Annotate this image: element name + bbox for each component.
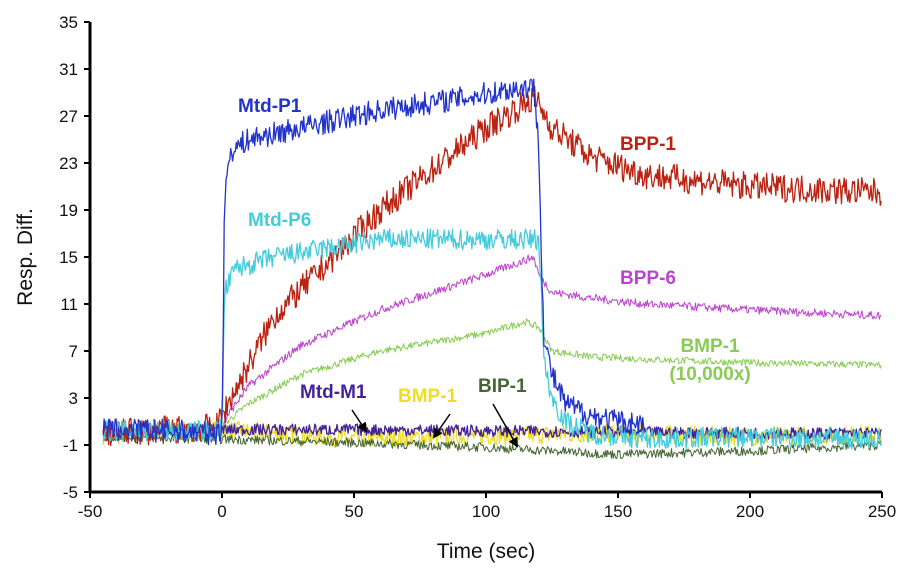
x-tick-label: 250 [868,502,896,521]
series-labels: Mtd-P1 BPP-1 Mtd-P6 BPP-6 BMP-1 (10,000x) Mtd-… [238,96,751,448]
series-label-6: BMP-1 [398,386,458,407]
series-label-7: BIP-1 [478,376,527,397]
series-label-3: BPP-6 [620,268,676,289]
series-label-2: Mtd-P6 [248,210,311,231]
y-tick-label: 27 [59,107,78,126]
y-tick-label: 19 [59,201,78,220]
series-label-0: Mtd-P1 [238,96,302,117]
series-label-4: BMP-1 (10,000x) [669,336,750,385]
series-arrow-6 [432,413,451,439]
series-line-0 [102,78,645,446]
series-arrow-7 [492,403,518,448]
y-tick-label: 15 [59,248,78,267]
x-axis-title: Time (sec) [437,540,535,563]
y-tick-label: -1 [63,436,78,455]
axes: -50 0 50 100 150 200 250 -5 -1 3 7 11 15 19 23 27 31 35 [59,13,896,521]
y-axis-title: Resp. Diff. [14,208,37,306]
x-tick-label: 150 [604,502,632,521]
x-tick-label: 100 [472,502,500,521]
series-label-1: BPP-1 [620,134,676,155]
series-line-7 [102,432,882,459]
x-tick-label: 50 [345,502,364,521]
y-tick-label: 35 [59,13,78,32]
y-tick-label: -5 [63,483,78,502]
y-tick-label: 7 [69,342,78,361]
y-tick-label: 31 [59,60,78,79]
y-tick-label: 3 [69,389,78,408]
series-arrow-5 [351,409,368,433]
series-lines [102,78,882,459]
series-line-4 [102,318,882,438]
series-line-1 [102,86,882,447]
x-tick-label: 200 [736,502,764,521]
y-tick-label: 11 [60,295,78,314]
y-tick-label: 23 [59,154,78,173]
series-line-3 [102,254,882,438]
x-tick-label: 0 [217,502,226,521]
series-label-5: Mtd-M1 [300,382,367,403]
x-tick-label: -50 [78,502,103,521]
series-line-2 [102,228,882,450]
